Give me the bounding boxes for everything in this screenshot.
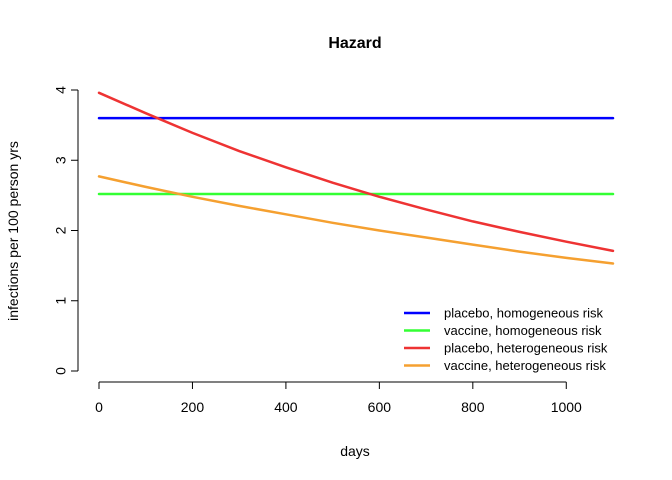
x-axis: 0 200 400 600 800 1000 bbox=[95, 381, 582, 415]
y-axis-title: infections per 100 person yrs bbox=[5, 141, 21, 321]
x-tick-label: 0 bbox=[95, 399, 103, 415]
y-tick-label: 1 bbox=[53, 297, 69, 305]
legend-label: vaccine, heterogeneous risk bbox=[444, 358, 606, 373]
series-line-3 bbox=[97, 91, 615, 253]
y-axis: 0 1 2 3 4 bbox=[53, 86, 79, 375]
series-line-4 bbox=[97, 175, 615, 265]
x-tick-label: 400 bbox=[274, 399, 298, 415]
x-tick-label: 200 bbox=[181, 399, 205, 415]
chart-title: Hazard bbox=[328, 35, 381, 52]
legend-label: vaccine, homogeneous risk bbox=[444, 323, 602, 338]
legend-label: placebo, homogeneous risk bbox=[444, 306, 603, 321]
x-axis-title: days bbox=[340, 443, 370, 459]
y-tick-label: 0 bbox=[53, 367, 69, 375]
x-tick-label: 1000 bbox=[551, 399, 582, 415]
plot-series bbox=[97, 91, 615, 265]
x-tick-label: 800 bbox=[461, 399, 485, 415]
y-tick-label: 3 bbox=[53, 156, 69, 164]
y-tick-label: 2 bbox=[53, 226, 69, 234]
y-tick-label: 4 bbox=[53, 86, 69, 94]
x-tick-label: 600 bbox=[368, 399, 392, 415]
legend-label: placebo, heterogeneous risk bbox=[444, 341, 608, 356]
legend: placebo, homogeneous risk vaccine, homoge… bbox=[404, 306, 608, 373]
